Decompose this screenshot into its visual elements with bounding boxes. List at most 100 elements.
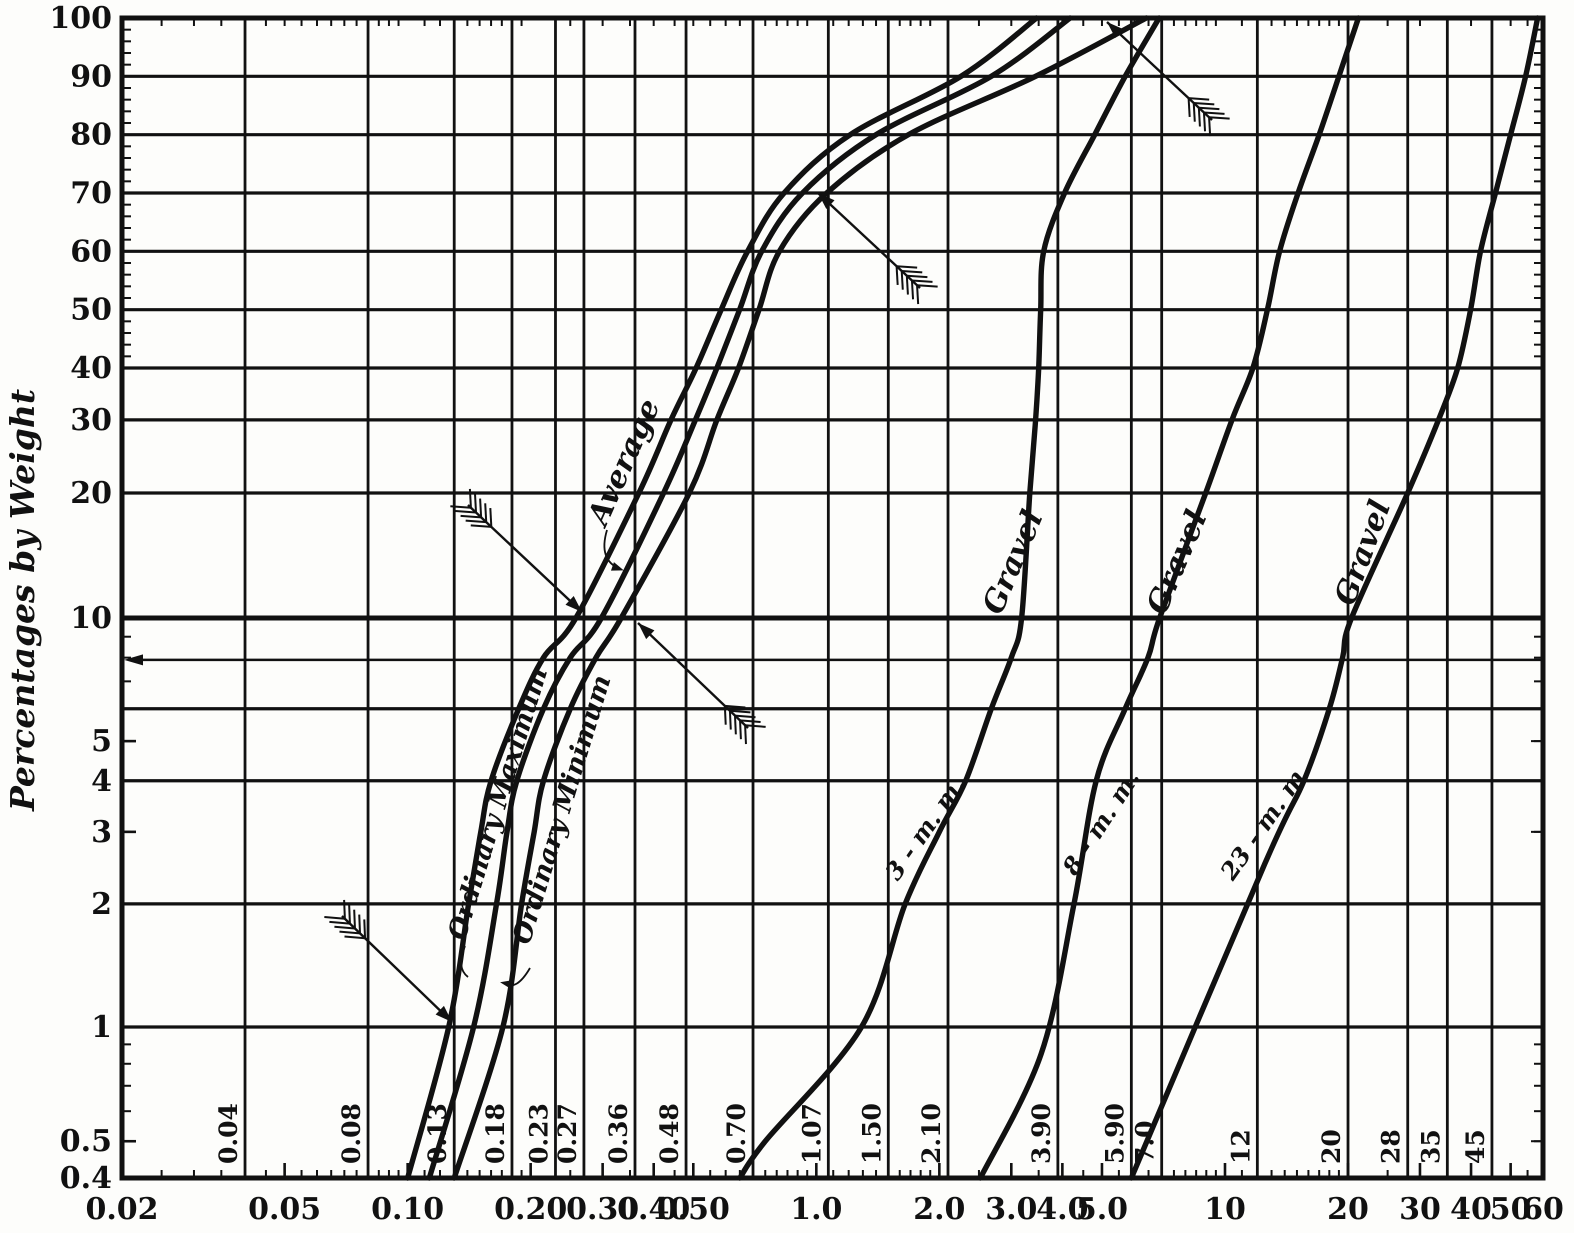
size-value-label: 0.23 bbox=[524, 1103, 553, 1164]
arrow-feather bbox=[324, 916, 345, 920]
y-tick-label-10: 10 bbox=[70, 601, 112, 636]
arrow-feather bbox=[343, 899, 346, 919]
arrow-feather bbox=[468, 488, 472, 508]
arrow-feather bbox=[895, 266, 899, 286]
plot-frame bbox=[119, 15, 1546, 1181]
arrow-feather bbox=[1208, 117, 1212, 137]
arrowhead-icon bbox=[1107, 22, 1124, 38]
size-value-label: 1.07 bbox=[797, 1103, 826, 1164]
arrow-feather bbox=[1202, 112, 1207, 132]
arrow-feather bbox=[455, 510, 477, 514]
x-tick-label-50: 50 bbox=[1490, 1192, 1532, 1227]
arrow-feather bbox=[729, 709, 751, 714]
size-value-label: 20 bbox=[1317, 1129, 1346, 1164]
x-tick-label-4.0: 4.0 bbox=[1036, 1192, 1088, 1227]
y-tick-label-30: 30 bbox=[70, 403, 112, 438]
arrow-feather bbox=[728, 710, 732, 730]
y-tick-label-60: 60 bbox=[70, 234, 112, 269]
x-tick-label-0.10: 0.10 bbox=[371, 1192, 444, 1227]
arrow-feather bbox=[910, 280, 915, 300]
curve-gravel-23mm bbox=[1128, 15, 1541, 1181]
arrow-feather bbox=[905, 275, 909, 295]
size-value-label: 0.70 bbox=[722, 1103, 751, 1164]
arrow-feather bbox=[724, 704, 746, 709]
x-tick-label-30: 30 bbox=[1399, 1192, 1441, 1227]
size-value-label: 0.08 bbox=[337, 1103, 366, 1164]
feathered-arrows bbox=[324, 21, 1230, 1023]
y-tick-label-1: 1 bbox=[91, 1010, 112, 1045]
x-axis-labels: 0.02 0.05 0.10 0.200.300.400.50 1.0 2.0 3.04.0… bbox=[85, 1192, 1563, 1227]
label-leaders bbox=[460, 529, 624, 989]
y-tick-label-4: 4 bbox=[91, 764, 112, 799]
arrow-feather bbox=[339, 930, 361, 935]
curve-average bbox=[426, 15, 1073, 1181]
y-axis-labels: 100 90 80 70 60 50 40 30 20 10 5 4 3 2 1 0.50.4 bbox=[49, 1, 112, 1196]
size-value-label: 0.36 bbox=[604, 1103, 633, 1164]
arrow-feather bbox=[739, 719, 761, 724]
feathered-arrow-3 bbox=[817, 192, 938, 305]
size-value-label: 0.18 bbox=[481, 1103, 510, 1164]
arrow-feather bbox=[734, 714, 756, 719]
y-tick-label-2: 2 bbox=[91, 887, 112, 922]
arrowhead-icon bbox=[435, 1005, 452, 1022]
arrow-feather bbox=[1209, 116, 1230, 120]
leader-line-1 bbox=[460, 945, 469, 978]
curve-gravel-3mm bbox=[737, 15, 1162, 1181]
left-arrowhead-icon bbox=[124, 654, 143, 666]
y-tick-label-80: 80 bbox=[70, 118, 112, 153]
size-value-label: 0.27 bbox=[553, 1103, 582, 1164]
arrow-feather bbox=[900, 270, 904, 290]
size-value-label: 3.90 bbox=[1027, 1103, 1056, 1164]
x-tick-label-2.0: 2.0 bbox=[913, 1192, 965, 1227]
arrow-feather bbox=[489, 508, 493, 527]
y-tick-label-5: 5 bbox=[91, 724, 112, 759]
arrow-feather bbox=[916, 285, 920, 305]
y-tick-label-90: 90 bbox=[70, 59, 112, 94]
arrow-feather bbox=[917, 284, 938, 288]
arrow-feather bbox=[329, 920, 351, 925]
x-tick-label-0.20: 0.20 bbox=[494, 1192, 567, 1227]
y-tick-label-100: 100 bbox=[49, 1, 112, 36]
x-tick-label-5.0: 5.0 bbox=[1076, 1192, 1128, 1227]
eight-percent-reference-line bbox=[124, 654, 1543, 666]
x-tick-label-20: 20 bbox=[1327, 1192, 1369, 1227]
arrow-shaft bbox=[637, 622, 749, 729]
x-tick-label-10: 10 bbox=[1204, 1192, 1246, 1227]
size-value-label: 35 bbox=[1416, 1129, 1445, 1164]
size-value-label: 1.50 bbox=[857, 1103, 886, 1164]
leader-arrowhead-icon bbox=[500, 980, 513, 989]
x-tick-label-0.30: 0.30 bbox=[566, 1192, 639, 1227]
arrow-feather bbox=[344, 935, 366, 940]
size-value-label: 12 bbox=[1226, 1129, 1255, 1164]
x-tick-label-0.50: 0.50 bbox=[657, 1192, 730, 1227]
arrow-feather bbox=[484, 503, 488, 523]
size-value-label: 0.04 bbox=[214, 1103, 243, 1164]
arrow-feather bbox=[363, 919, 367, 939]
arrow-feather bbox=[896, 265, 918, 269]
y-tick-label-3: 3 bbox=[91, 815, 112, 850]
arrow-feather bbox=[744, 725, 747, 745]
x-tick-label-1.0: 1.0 bbox=[790, 1192, 842, 1227]
arrow-feather bbox=[901, 269, 923, 274]
leader-arrowhead-icon bbox=[610, 562, 624, 571]
arrow-feather bbox=[723, 705, 727, 725]
x-tick-label-0.40: 0.40 bbox=[617, 1192, 690, 1227]
y-tick-label-0.5: 0.5 bbox=[60, 1124, 112, 1159]
x-tick-label-3.0: 3.0 bbox=[985, 1192, 1037, 1227]
arrowhead-icon bbox=[638, 623, 655, 640]
feathered-arrow-4 bbox=[324, 899, 453, 1023]
arrowhead-icon bbox=[565, 595, 582, 612]
curve-ordinary-maximum bbox=[404, 15, 1040, 1181]
arrow-feather bbox=[334, 925, 356, 930]
size-value-label: 0.48 bbox=[655, 1103, 684, 1164]
arrow-shaft bbox=[341, 915, 453, 1023]
arrow-feather bbox=[1188, 97, 1210, 101]
curve-gravel-8mm bbox=[977, 15, 1362, 1181]
arrow-feather bbox=[745, 724, 766, 728]
size-value-label: 45 bbox=[1461, 1129, 1490, 1164]
arrowhead-icon bbox=[818, 193, 835, 209]
arrow-feather bbox=[906, 274, 928, 279]
y-tick-label-40: 40 bbox=[70, 351, 112, 386]
